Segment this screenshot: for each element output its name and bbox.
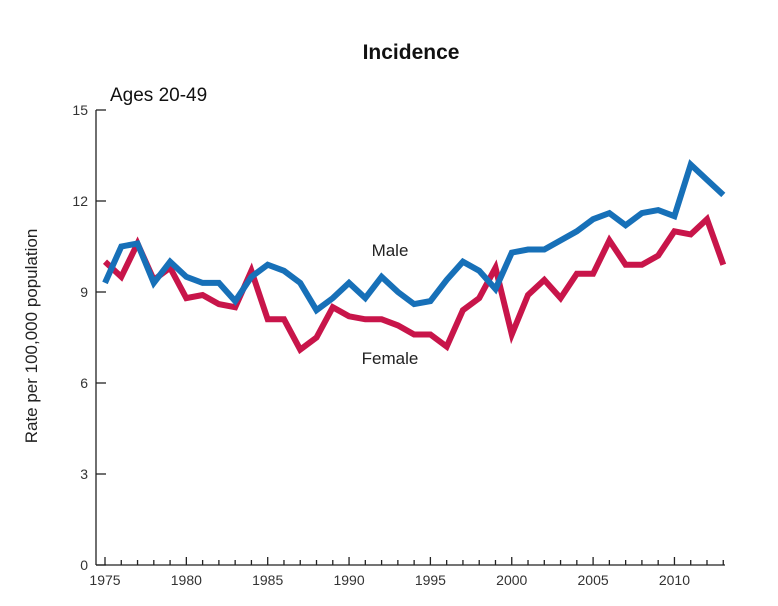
x-tick-label: 1990 (333, 572, 364, 588)
x-tick-label: 1975 (89, 572, 120, 588)
y-tick-label: 9 (80, 284, 88, 300)
x-tick-label: 2000 (496, 572, 527, 588)
x-tick-label: 1985 (252, 572, 283, 588)
series-label-female: Female (362, 349, 419, 368)
series-label-male: Male (372, 241, 409, 260)
y-tick-label: 3 (80, 466, 88, 482)
x-tick-label: 2005 (578, 572, 609, 588)
y-tick-label: 0 (80, 557, 88, 573)
x-tick-label: 1995 (415, 572, 446, 588)
y-tick-label: 15 (72, 102, 88, 118)
series-line-female (102, 213, 727, 355)
y-tick-label: 12 (72, 193, 88, 209)
chart-title: Incidence (363, 41, 460, 64)
series-layer (102, 159, 727, 355)
series-line-male (102, 159, 726, 315)
y-axis-label: Rate per 100,000 population (22, 229, 41, 444)
y-tick-label: 6 (80, 375, 88, 391)
x-tick-label: 1980 (171, 572, 202, 588)
axes: 0 3 6 9 12 15 1975 1980 1985 1990 1995 2000 2005 2010 (72, 102, 725, 588)
chart-subtitle: Ages 20-49 (110, 85, 207, 106)
x-tick-label: 2010 (659, 572, 690, 588)
